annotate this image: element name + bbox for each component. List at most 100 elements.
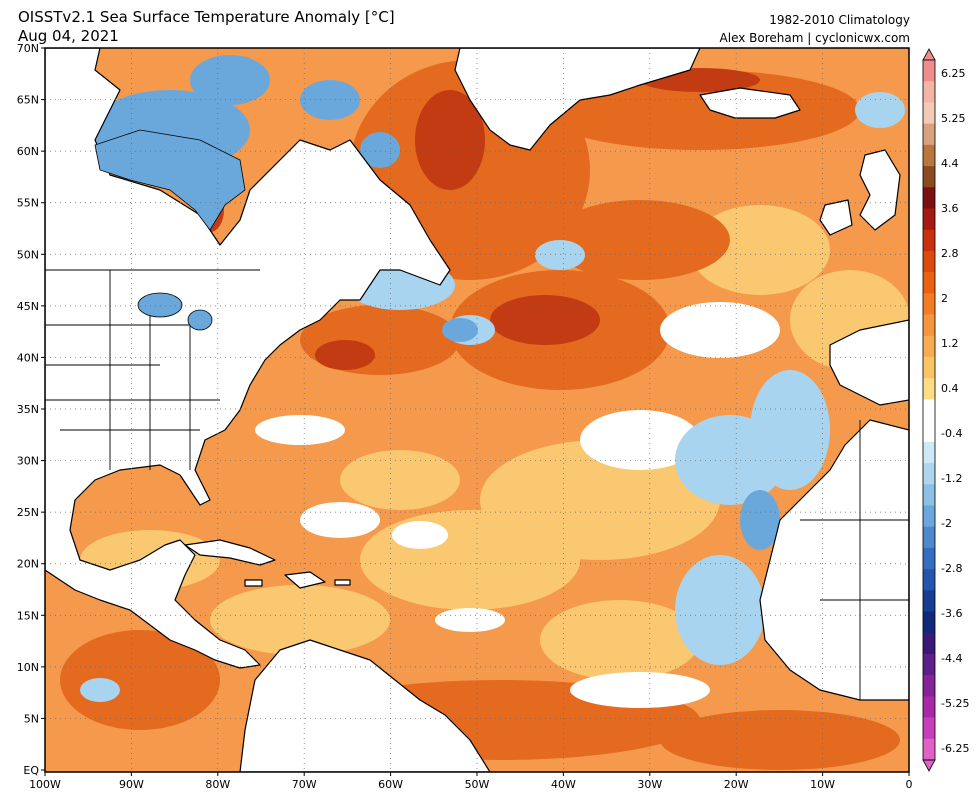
lon-label: 70W [292, 778, 317, 791]
colorbar-segment [923, 441, 935, 464]
colorbar-segment [923, 356, 935, 379]
colorbar-tick-label: -0.4 [941, 427, 962, 440]
colorbar-tick-labels: 6.25 5.25 4.4 3.6 2.8 2 1.2 0.4 -0.4 -1.2 -2 -2.8 -3… [941, 67, 969, 755]
neutral-anomaly-regions [255, 302, 780, 708]
colorbar-tick-label: -1.2 [941, 472, 962, 485]
colorbar-segment [923, 144, 935, 167]
colorbar-segment [923, 187, 935, 209]
lat-label: 65N [17, 94, 39, 107]
colorbar-segment [923, 653, 935, 676]
colorbar-segment [923, 123, 935, 146]
colorbar-segment [923, 60, 935, 82]
colorbar-segment [923, 272, 935, 294]
colorbar-tick-label: -4.4 [941, 652, 962, 665]
colorbar-segment [923, 208, 935, 230]
inland-water [94, 129, 246, 331]
hispaniola-land [284, 571, 326, 589]
cuba-land [184, 539, 276, 566]
lat-label: 25N [17, 506, 39, 519]
colorbar-segment [923, 484, 935, 506]
colorbar-segment [923, 378, 935, 400]
lon-label: 0 [906, 778, 913, 791]
hudson-bay [94, 129, 246, 231]
colorbar-segment [923, 526, 935, 549]
lon-label: 30W [637, 778, 662, 791]
colorbar-segment [923, 675, 935, 697]
colorbar-frame [922, 59, 936, 761]
colorbar-segment [923, 166, 935, 188]
colorbar-segment [923, 250, 935, 273]
political-boundaries [45, 269, 909, 700]
lat-label: 40N [17, 351, 39, 364]
colorbar-segment [923, 717, 935, 740]
map-credit-block: 1982-2010 Climatology Alex Boreham | cyc… [720, 11, 910, 47]
north-america-land [45, 48, 451, 669]
lat-label: 5N [24, 712, 39, 725]
lat-label: 70N [17, 42, 39, 55]
lon-label: 20W [724, 778, 749, 791]
lat-label: 15N [17, 609, 39, 622]
colorbar-tick-label: -3.6 [941, 607, 962, 620]
colorbar-tick-label: 2 [941, 292, 948, 305]
weak-warm-patches [80, 205, 909, 680]
south-america-land [239, 639, 491, 772]
colorbar-segment [923, 81, 935, 103]
colorbar-segment [923, 590, 935, 612]
colorbar-tick-label: -2 [941, 517, 952, 530]
colorbar-segment [923, 335, 935, 358]
lat-label: 35N [17, 403, 39, 416]
greenland-land [454, 48, 701, 151]
colorbar-segment [923, 229, 935, 252]
puerto-rico-land [334, 579, 351, 586]
lon-label: 100W [29, 778, 61, 791]
credit-label: Alex Boreham | cyclonicwx.com [719, 31, 910, 45]
lat-label: EQ [23, 764, 39, 777]
longitude-labels: 100W 90W 80W 70W 60W 50W 40W 30W 20W 10W 0 [29, 772, 913, 791]
colorbar-segment [923, 102, 935, 124]
colorbar [922, 48, 936, 772]
colorbar-tick-label: 0.4 [941, 382, 959, 395]
colorbar-segment [923, 632, 935, 655]
lon-label: 40W [551, 778, 576, 791]
lon-label: 50W [465, 778, 490, 791]
colorbar-tick-label: 1.2 [941, 337, 959, 350]
latitude-labels: 70N 65N 60N 55N 50N 45N 40N 35N 30N 25N 20N 15N 10N 5… [17, 42, 45, 777]
colorbar-segment [923, 505, 935, 527]
colorbar-tick-label: 5.25 [941, 112, 966, 125]
map-title-block: OISSTv2.1 Sea Surface Temperature Anomal… [18, 8, 395, 46]
colorbar-tick-label: 4.4 [941, 157, 959, 170]
colorbar-tick-label: -5.25 [941, 697, 969, 710]
colorbar-segment [923, 569, 935, 591]
map-title: OISSTv2.1 Sea Surface Temperature Anomal… [18, 8, 395, 26]
colorbar-max-arrow [922, 48, 936, 61]
colorbar-tick-label: -6.25 [941, 742, 969, 755]
colorbar-tick-label: -2.8 [941, 562, 962, 575]
british-isles-land [859, 149, 901, 231]
colorbar-segment [923, 463, 935, 485]
lat-label: 60N [17, 145, 39, 158]
lat-label: 50N [17, 248, 39, 261]
colorbar-min-arrow [922, 759, 936, 772]
colorbar-segment [923, 399, 935, 421]
lat-label: 45N [17, 300, 39, 313]
iberia-land [829, 319, 909, 406]
lon-label: 80W [205, 778, 230, 791]
colorbar-segment [923, 420, 935, 443]
colorbar-segment [923, 314, 935, 337]
graticule [45, 48, 909, 772]
lat-label: 10N [17, 661, 39, 674]
lat-label: 30N [17, 455, 39, 468]
climatology-label: 1982-2010 Climatology [769, 13, 910, 27]
colorbar-segment [923, 293, 935, 315]
colorbar-tick-label: 3.6 [941, 202, 959, 215]
colorbar-tick-label: 6.25 [941, 67, 966, 80]
colorbar-segment [923, 738, 935, 761]
land-masses [45, 48, 909, 772]
colorbar-segment [923, 696, 935, 718]
colorbar-segment [923, 611, 935, 634]
lon-label: 10W [810, 778, 835, 791]
lon-label: 90W [119, 778, 144, 791]
lat-label: 20N [17, 558, 39, 571]
lon-label: 60W [378, 778, 403, 791]
